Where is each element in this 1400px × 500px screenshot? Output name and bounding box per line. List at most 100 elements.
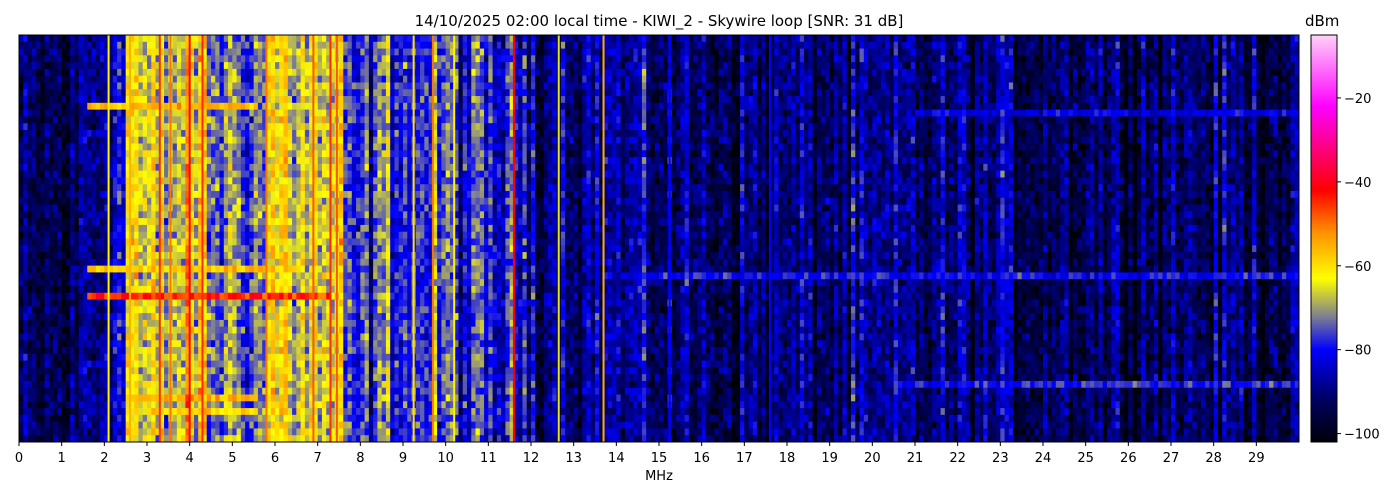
heatmap-cell (915, 42, 920, 49)
heatmap-cell (164, 137, 169, 144)
heatmap-cell (1184, 35, 1189, 42)
heatmap-cell (399, 96, 404, 103)
heatmap-cell (467, 82, 472, 89)
heatmap-cell (915, 123, 920, 130)
heatmap-cell (689, 82, 694, 89)
heatmap-cell (28, 116, 33, 123)
heatmap-cell (1214, 82, 1219, 89)
heatmap-cell (360, 69, 365, 76)
heatmap-cell (249, 89, 254, 96)
heatmap-cell (1077, 89, 1082, 96)
heatmap-cell (800, 49, 805, 56)
heatmap-cell (569, 116, 574, 123)
heatmap-cell (356, 35, 361, 42)
heatmap-cell (249, 110, 254, 117)
heatmap-cell (497, 89, 502, 96)
heatmap-cell (220, 130, 225, 137)
heatmap-cell (1261, 62, 1266, 69)
heatmap-cell (92, 130, 97, 137)
heatmap-cell (697, 123, 702, 130)
heatmap-cell (911, 42, 916, 49)
heatmap-cell (1222, 69, 1227, 76)
heatmap-cell (100, 110, 105, 117)
heatmap-cell (471, 123, 476, 130)
heatmap-cell (194, 76, 199, 83)
heatmap-cell (1261, 89, 1266, 96)
heatmap-cell (373, 35, 378, 42)
heatmap-cell (441, 35, 446, 42)
heatmap-cell (535, 123, 540, 130)
heatmap-cell (62, 110, 67, 117)
heatmap-cell (633, 123, 638, 130)
heatmap-cell (143, 62, 148, 69)
heatmap-cell (1278, 116, 1283, 123)
heatmap-cell (74, 103, 79, 110)
heatmap-cell (1239, 69, 1244, 76)
heatmap-cell (57, 110, 62, 117)
heatmap-cell (1005, 110, 1010, 117)
heatmap-cell (1252, 116, 1257, 123)
heatmap-cell (1261, 137, 1266, 144)
heatmap-cell (1265, 82, 1270, 89)
heatmap-cell (1094, 130, 1099, 137)
heatmap-cell (531, 55, 536, 62)
heatmap-cell (1009, 123, 1014, 130)
heatmap-cell (834, 137, 839, 144)
heatmap-cell (1188, 110, 1193, 117)
heatmap-cell (1017, 103, 1022, 110)
heatmap-cell (796, 89, 801, 96)
heatmap-cell (881, 49, 886, 56)
heatmap-cell (441, 62, 446, 69)
heatmap-cell (437, 110, 442, 117)
heatmap-cell (1145, 89, 1150, 96)
heatmap-cell (1226, 130, 1231, 137)
heatmap-cell (924, 42, 929, 49)
heatmap-cell (1265, 69, 1270, 76)
heatmap-cell (953, 76, 958, 83)
heatmap-cell (749, 96, 754, 103)
heatmap-cell (855, 123, 860, 130)
heatmap-cell (377, 55, 382, 62)
heatmap-cell (638, 76, 643, 83)
heatmap-cell (1013, 69, 1018, 76)
heatmap-cell (830, 123, 835, 130)
heatmap-cell (275, 123, 280, 130)
heatmap-cell (377, 49, 382, 56)
heatmap-cell (774, 35, 779, 42)
heatmap-cell (57, 116, 62, 123)
heatmap-cell (915, 49, 920, 56)
heatmap-cell (732, 42, 737, 49)
heatmap-cell (941, 62, 946, 69)
heatmap-cell (851, 123, 856, 130)
heatmap-cell (540, 123, 545, 130)
heatmap-cell (740, 69, 745, 76)
heatmap-cell (902, 123, 907, 130)
heatmap-cell (625, 103, 630, 110)
heatmap-cell (224, 62, 229, 69)
heatmap-cell (488, 144, 493, 151)
heatmap-cell (373, 89, 378, 96)
heatmap-cell (702, 76, 707, 83)
heatmap-cell (706, 42, 711, 49)
heatmap-cell (1137, 137, 1142, 144)
heatmap-cell (173, 62, 178, 69)
heatmap-cell (586, 82, 591, 89)
heatmap-cell (693, 116, 698, 123)
heatmap-cell (915, 62, 920, 69)
heatmap-cell (497, 130, 502, 137)
heatmap-cell (830, 69, 835, 76)
heatmap-cell (284, 55, 289, 62)
heatmap-cell (424, 42, 429, 49)
heatmap-cell (522, 103, 527, 110)
heatmap-cell (535, 76, 540, 83)
heatmap-cell (847, 42, 852, 49)
heatmap-cell (181, 137, 186, 144)
heatmap-cell (271, 116, 276, 123)
heatmap-cell (864, 49, 869, 56)
heatmap-cell (40, 82, 45, 89)
heatmap-cell (288, 89, 293, 96)
heatmap-cell (706, 89, 711, 96)
heatmap-cell (949, 69, 954, 76)
heatmap-cell (633, 96, 638, 103)
heatmap-cell (531, 62, 536, 69)
